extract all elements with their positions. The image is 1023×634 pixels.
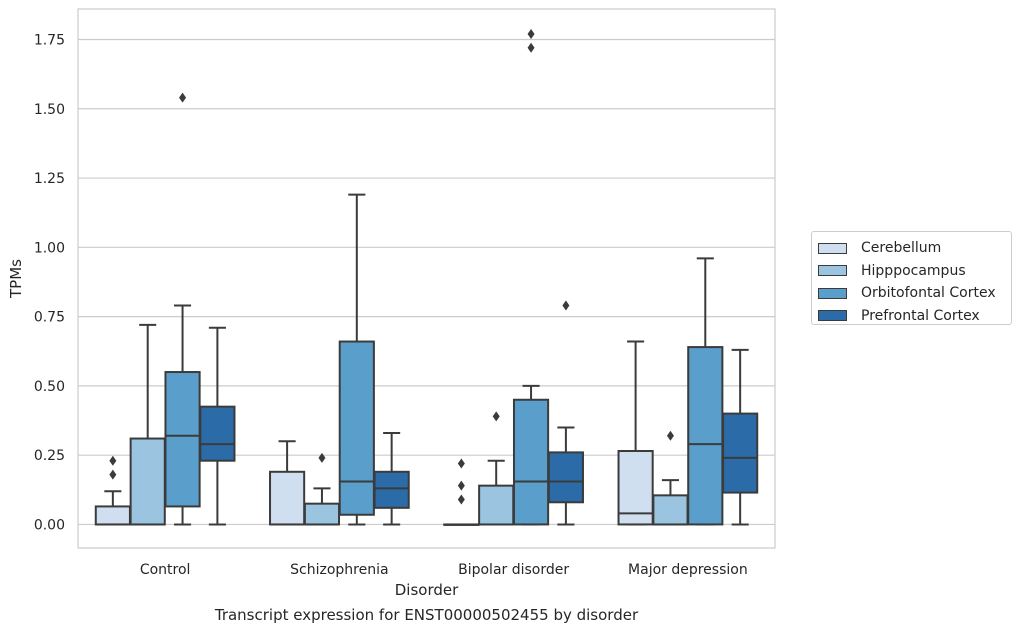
outlier-point — [318, 452, 326, 463]
box-iqr — [478, 484, 515, 526]
outlier-point — [109, 455, 117, 466]
outlier-point — [527, 28, 535, 39]
legend-swatch — [818, 310, 847, 322]
box-iqr — [269, 470, 306, 526]
box-iqr — [338, 340, 375, 516]
y-tick-label: 1.50 — [34, 102, 65, 118]
box-hipppocampus — [129, 323, 166, 526]
outlier-point — [457, 494, 465, 505]
box-iqr — [547, 451, 584, 504]
box-prefrontal-cortex — [373, 431, 410, 526]
box-cerebellum — [269, 440, 306, 526]
box-iqr — [722, 412, 759, 494]
outlier-point — [109, 469, 117, 480]
box-hipppocampus — [303, 452, 341, 526]
box-orbitofontal-cortex — [338, 193, 375, 526]
box-iqr — [94, 505, 131, 526]
box-cerebellum — [94, 455, 131, 526]
figure-caption: Transcript expression for ENST0000050245… — [214, 606, 639, 624]
outlier-point — [179, 92, 187, 103]
outlier-point — [562, 300, 570, 311]
y-tick-label: 1.25 — [34, 171, 65, 187]
box-orbitofontal-cortex — [164, 92, 201, 526]
box-orbitofontal-cortex — [687, 257, 724, 526]
box-hipppocampus — [478, 411, 515, 526]
box-iqr — [512, 398, 550, 526]
box-iqr — [617, 450, 654, 526]
box-iqr — [303, 502, 341, 526]
x-axis-label: Disorder — [395, 581, 459, 599]
box-iqr — [129, 437, 166, 526]
box-prefrontal-cortex — [722, 348, 759, 526]
legend-label: Prefrontal Cortex — [861, 307, 980, 324]
y-tick-label: 1.00 — [34, 240, 65, 256]
box-prefrontal-cortex — [199, 326, 236, 526]
legend-item: Hipppocampus — [812, 260, 1011, 283]
box-iqr — [164, 371, 201, 508]
legend-label: Orbitofontal Cortex — [861, 285, 996, 302]
box-iqr — [199, 405, 236, 462]
box-iqr — [652, 494, 689, 526]
legend-item: Prefrontal Cortex — [812, 305, 1011, 328]
x-tick-label: Schizophrenia — [290, 562, 388, 578]
chart-legend: Cerebellum Hipppocampus Orbitofontal Corte… — [811, 231, 1012, 325]
legend-swatch — [818, 287, 847, 299]
outlier-point — [527, 42, 535, 53]
outlier-point — [492, 411, 500, 422]
legend-swatch — [818, 242, 847, 254]
y-tick-label: 0.50 — [34, 379, 65, 395]
box-cerebellum — [617, 340, 654, 526]
legend-item: Cerebellum — [812, 237, 1011, 260]
x-tick-label: Bipolar disorder — [458, 562, 569, 578]
y-axis-label: TPMs — [7, 259, 25, 299]
plot-frame — [77, 8, 776, 549]
box-cerebellum — [443, 458, 480, 526]
outlier-point — [457, 480, 465, 491]
box-iqr — [373, 470, 410, 509]
outlier-point — [666, 430, 674, 441]
y-tick-label: 1.75 — [34, 32, 65, 48]
box-hipppocampus — [652, 430, 689, 526]
y-tick-label: 0.00 — [34, 517, 65, 533]
outlier-point — [457, 458, 465, 469]
legend-label: Hipppocampus — [861, 262, 966, 279]
box-plot-series — [94, 28, 759, 526]
x-tick-label: Major depression — [628, 562, 748, 578]
legend-label: Cerebellum — [861, 240, 942, 257]
box-orbitofontal-cortex — [512, 28, 550, 526]
box-prefrontal-cortex — [547, 300, 584, 526]
legend-item: Orbitofontal Cortex — [812, 282, 1011, 305]
legend-swatch — [818, 265, 847, 277]
y-tick-labels: 0.00 0.25 0.50 0.75 1.00 1.25 1.50 1.75 — [34, 32, 65, 533]
box-iqr — [687, 346, 724, 526]
x-tick-label: Control — [140, 562, 191, 578]
x-tick-labels: Control Schizophrenia Bipolar disorder Majo… — [140, 562, 748, 578]
y-tick-label: 0.75 — [34, 310, 65, 326]
y-tick-label: 0.25 — [34, 448, 65, 464]
